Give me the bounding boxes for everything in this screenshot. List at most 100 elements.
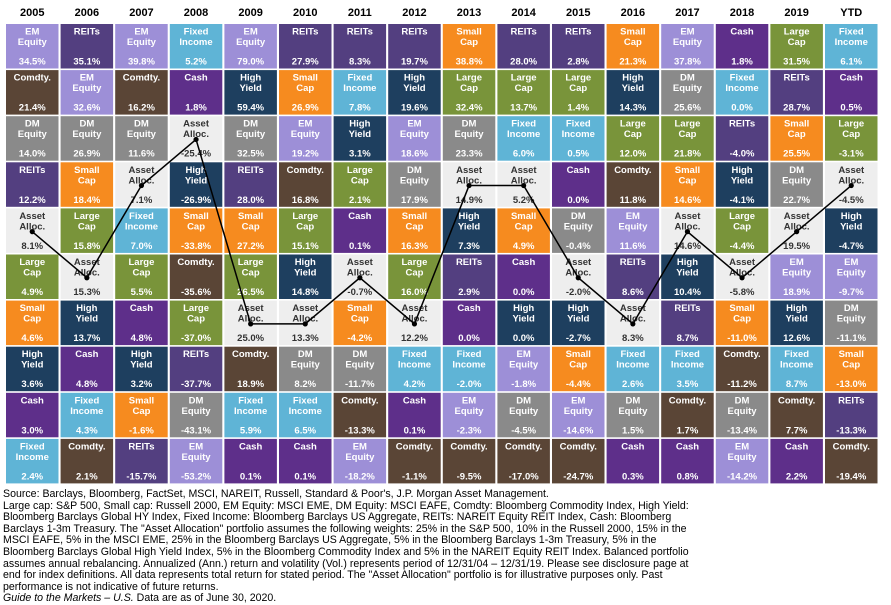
cell-label: High [131,349,152,360]
cell-background [115,70,168,115]
cell-label: Yield [21,360,44,371]
cell-background [333,346,387,392]
cell-value: 5.9% [240,425,262,436]
asset-allocation-point-2017 [684,229,691,235]
year-label-2014: 2014 [511,7,536,19]
cell-label: Asset [402,303,429,314]
cell-label: Income [70,406,103,417]
cell-value: -14.2% [727,471,758,482]
cell-label: Cap [733,221,751,232]
cell-value: 8.6% [622,287,644,298]
cell-background [552,300,605,346]
cell-value: -4.5% [511,425,536,436]
cell-label: High [295,257,316,268]
cell-label: Equity [18,129,48,140]
cell-label: Fixed [839,27,864,38]
cell-label: Cap [187,221,205,232]
cell-label: EM [680,27,694,38]
cell-value: -11.7% [345,379,375,390]
cell-label: High [513,303,534,314]
cell-label: Asset [511,165,538,176]
cell-2006-reits: REITs 35.1% [60,24,114,69]
cell-background [169,208,223,253]
cell-value: 21.4% [19,103,46,114]
cell-value: 15.8% [73,241,100,252]
cell-2015-reits: REITs 2.8% [552,24,605,69]
cell-background [825,24,878,69]
cell-2006-comdty: Comdty. 2.1% [60,438,114,484]
cell-label: Equity [837,314,867,325]
cell-2008-cash: Cash 1.8% [169,70,223,115]
year-label-2011: 2011 [348,7,372,19]
cell-value: -37.0% [181,333,212,344]
cell-background [552,392,605,438]
year-label-2010: 2010 [293,7,317,19]
cell-label: Equity [127,37,157,48]
cell-value: 0.0% [567,195,589,206]
cell-label: Equity [509,360,539,371]
cell-label: High [786,303,807,314]
cell-background [60,346,114,392]
cell-label: REITs [620,257,646,268]
cell-label: EM [189,441,203,452]
cell-label: Yield [512,314,535,325]
cell-value: 32.6% [73,103,100,114]
cell-background [442,392,496,438]
cell-label: REITs [183,349,209,360]
cell-value: 19.5% [783,241,810,252]
cell-background [224,70,277,115]
cell-label: Cap [78,175,96,186]
cell-background [333,208,387,253]
cell-ytd-reits: REITs -13.3% [825,392,878,438]
cell-label: Yield [349,129,372,140]
cell-value: 12.6% [783,333,810,344]
cell-label: Yield [185,175,208,186]
cell-label: Yield [294,268,317,279]
footer-line: performance is not indicative of future … [3,580,219,593]
asset-allocation-point-2005 [29,229,35,235]
cell-background [6,70,59,115]
asset-allocation-point-2015 [575,275,581,281]
cell-label: Equity [291,360,321,371]
cell-label: Large [129,257,155,268]
cell-label: Small [74,165,99,176]
cell-label: DM [735,395,750,406]
cell-label: Comdty. [287,165,324,176]
cell-label: Cap [733,314,751,325]
cell-label: Cash [403,395,426,406]
cell-label: Cap [788,129,806,140]
cell-background [388,24,441,69]
cell-label: Small [729,303,754,314]
cell-background [715,116,769,161]
cell-value: 27.9% [292,57,319,68]
cell-label: EM [571,395,585,406]
cell-value: -4.4% [566,379,591,390]
cell-background [497,346,550,392]
cell-background [388,254,441,299]
footer-line: Bloomberg Barclays Global HY Index, Fixe… [3,511,672,524]
cell-label: Alloc. [74,268,100,279]
cell-value: 7.8% [349,103,371,114]
cell-label: Income [616,360,649,371]
cell-value: -19.4% [836,471,867,482]
cell-value: -4.1% [730,195,755,206]
cell-background [552,208,605,253]
cell-background [715,438,769,484]
cell-label: Small [402,211,427,222]
cell-background [606,162,660,207]
